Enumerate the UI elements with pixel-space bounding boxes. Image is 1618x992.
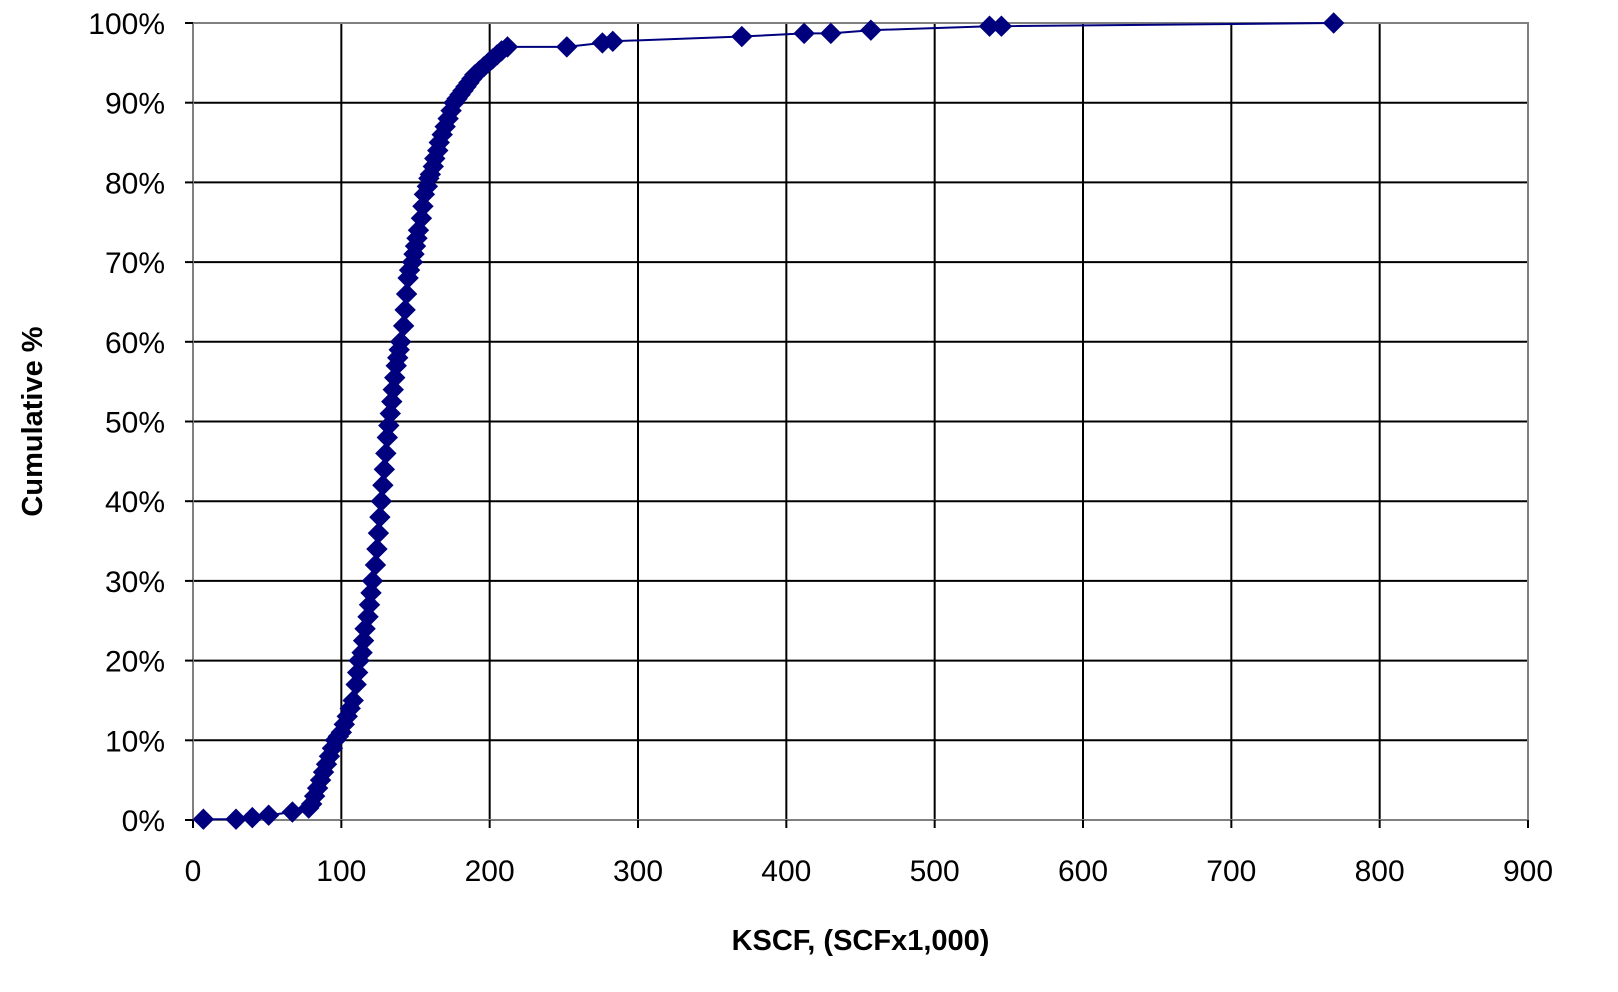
x-tick-label: 0 [185, 855, 202, 888]
data-point-marker [342, 689, 364, 712]
data-point-marker [820, 22, 842, 45]
x-tick-label: 100 [316, 855, 366, 888]
x-axis-title: KSCF, (SCFx1,000) [732, 925, 990, 957]
data-point-marker [257, 804, 280, 826]
gridlines [192, 22, 1528, 821]
y-tick-label: 80% [105, 167, 165, 200]
data-point-marker [381, 390, 403, 413]
x-tick-label: 300 [613, 855, 663, 888]
y-tick-label: 40% [105, 486, 165, 519]
data-point-marker [376, 426, 399, 449]
x-tick-label: 700 [1206, 855, 1256, 888]
data-point-marker [367, 522, 390, 544]
data-point-marker [793, 22, 815, 45]
data-point-marker [389, 331, 412, 353]
y-tick-label: 20% [105, 646, 165, 679]
data-point-marker [990, 15, 1013, 37]
data-point-marker [731, 25, 753, 48]
data-point-marker [375, 442, 397, 465]
data-point-marker [373, 458, 396, 481]
x-tick-label: 400 [761, 855, 811, 888]
x-tick-label: 800 [1355, 855, 1405, 888]
data-point-marker [392, 315, 415, 337]
data-point-marker [241, 806, 264, 829]
data-point-marker [354, 618, 376, 640]
y-tick-label: 30% [105, 566, 165, 599]
x-tick-label: 200 [465, 855, 515, 888]
y-tick-label: 90% [105, 88, 165, 121]
data-point-marker [364, 554, 387, 576]
y-tick-label: 60% [105, 327, 165, 360]
data-series [192, 12, 1345, 830]
data-point-marker [361, 570, 384, 592]
data-point-marker [1322, 12, 1345, 34]
x-tick-label: 600 [1058, 855, 1108, 888]
y-tick-label: 70% [105, 247, 165, 280]
data-point-marker [370, 490, 393, 512]
data-point-marker [369, 506, 391, 528]
x-tick-label: 500 [910, 855, 960, 888]
data-point-marker [192, 808, 215, 830]
x-tick-label: 900 [1503, 855, 1553, 888]
data-point-marker [860, 19, 882, 41]
data-point-marker [395, 283, 418, 305]
data-point-marker [496, 36, 519, 58]
y-tick-label: 50% [105, 407, 165, 440]
data-point-marker [407, 219, 430, 241]
x-axis-ticks: 0 100 200 300 400 500 600 700 800 900 [185, 820, 1553, 888]
data-point-marker [358, 594, 381, 616]
y-axis-ticks: 0% 10% 20% 30% 40% 50% 60% 70% 80% 90% 100% [88, 8, 193, 838]
data-point-marker [394, 299, 416, 321]
data-point-marker [366, 538, 388, 560]
data-point-marker [372, 474, 394, 496]
y-tick-label: 10% [105, 725, 165, 758]
y-tick-label: 0% [122, 805, 165, 838]
data-point-marker [345, 673, 367, 696]
data-point-marker [412, 195, 434, 218]
data-point-marker [602, 30, 624, 53]
data-point-marker [556, 36, 578, 58]
data-point-marker [225, 808, 247, 830]
y-axis-title: Cumulative % [17, 326, 49, 516]
y-tick-label: 100% [88, 8, 165, 41]
